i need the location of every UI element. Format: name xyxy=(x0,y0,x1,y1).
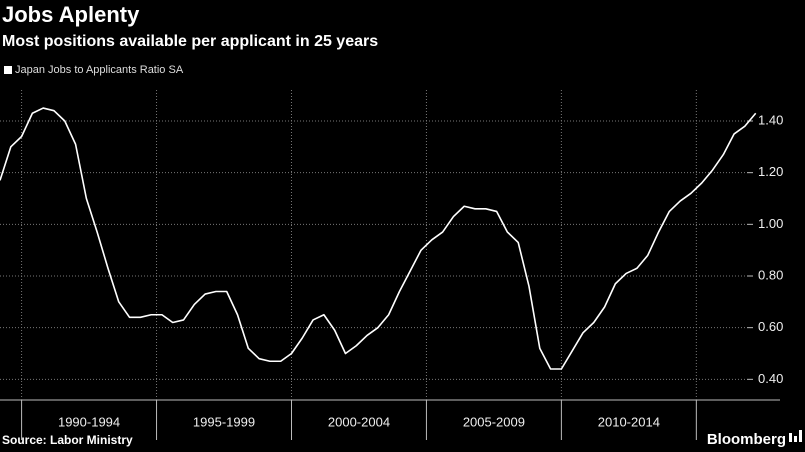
x-period-label: 2005-2009 xyxy=(463,414,525,429)
y-tick-label: 0.80 xyxy=(758,267,783,282)
data-line xyxy=(0,107,757,370)
source: Source: Labor Ministry xyxy=(2,433,133,447)
y-tick-label: 0.40 xyxy=(758,371,783,386)
y-tick-label: 1.40 xyxy=(758,112,783,127)
x-period-label: 1995-1999 xyxy=(193,414,255,429)
chart-title: Jobs Aplenty xyxy=(2,2,140,27)
y-tick-label: 1.00 xyxy=(758,216,783,231)
legend-swatch xyxy=(4,66,12,74)
y-tick-label: 0.60 xyxy=(758,319,783,334)
chart-subtitle: Most positions available per applicant i… xyxy=(2,33,378,50)
x-period-label: 2010-2014 xyxy=(598,414,660,429)
brand-icon xyxy=(789,430,802,442)
brand: Bloomberg xyxy=(707,431,786,448)
x-period-label: 2000-2004 xyxy=(328,414,390,429)
y-tick-label: 1.20 xyxy=(758,164,783,179)
x-period-label: 1990-1994 xyxy=(58,414,120,429)
legend-label: Japan Jobs to Applicants Ratio SA xyxy=(15,64,184,76)
